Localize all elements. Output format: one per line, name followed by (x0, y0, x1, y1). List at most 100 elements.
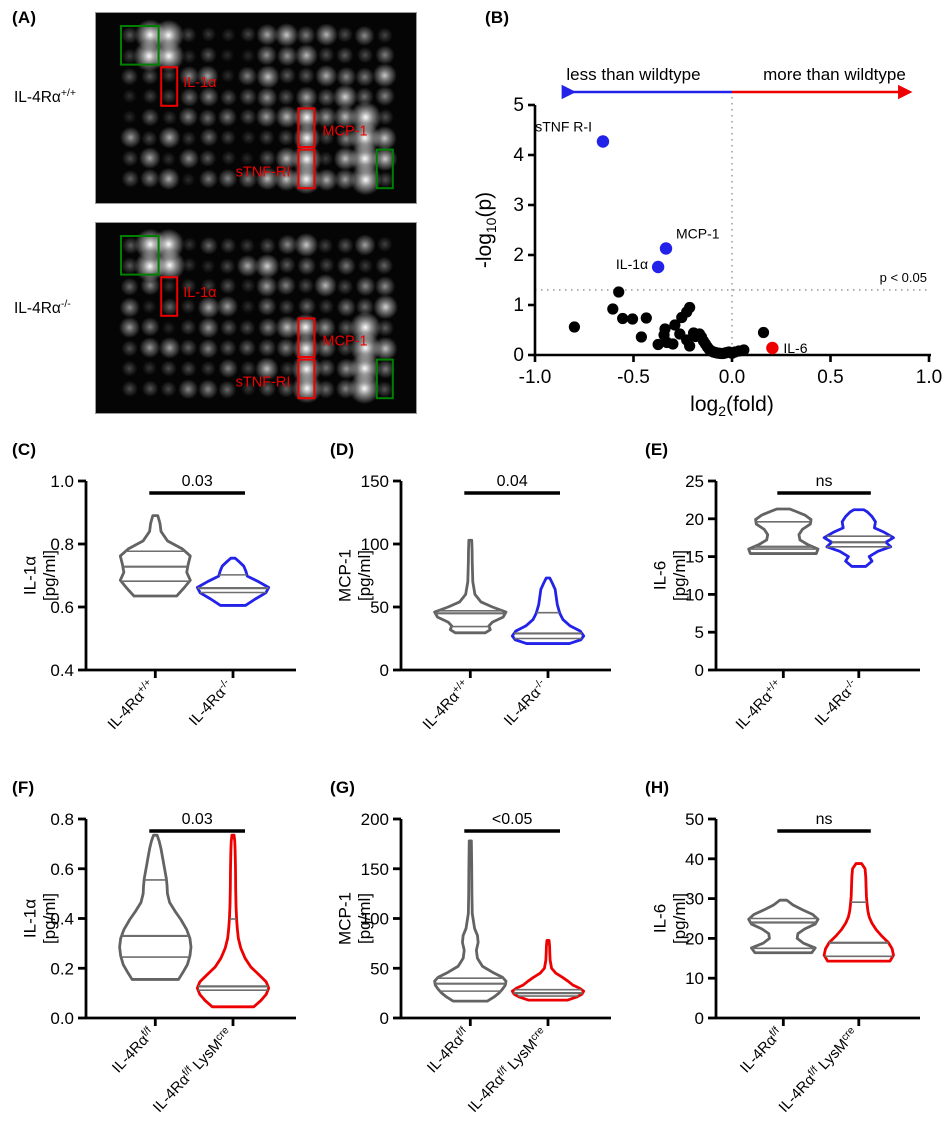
blot-annotation-mcp1: MCP-1 (322, 333, 367, 349)
violin-shape (510, 576, 586, 645)
volcano-y-tick-label: 5 (513, 95, 524, 116)
volcano-data-point (568, 321, 580, 333)
violin-category-label: IL-4Rα-/- (811, 676, 862, 729)
volcano-x-axis-title: log2(fold) (690, 393, 774, 419)
violin-y-tick-label: 200 (361, 810, 389, 829)
volcano-data-point (667, 338, 679, 350)
violin-y-tick-label: 5 (695, 623, 704, 642)
violin-shape (822, 862, 895, 963)
il1a-box (160, 276, 179, 317)
significance-label: 0.04 (497, 473, 528, 490)
more-than-wildtype-label: more than wildtype (763, 65, 906, 84)
violin-y-tick-label: 10 (685, 969, 704, 988)
violin-y-tick-label: 0.8 (50, 535, 74, 554)
violin-y-tick-label: 50 (370, 959, 389, 978)
panel-h-label: (H) (645, 778, 670, 797)
violin-shape (433, 839, 508, 1003)
violin-y-tick-label: 150 (361, 472, 389, 491)
panel-e-label: (E) (645, 440, 669, 459)
volcano-point-label: IL-6 (783, 340, 807, 356)
panel-c-label: (C) (12, 440, 37, 459)
volcano-data-point (613, 286, 625, 298)
volcano-y-tick-label: 0 (513, 345, 524, 366)
violin-y-tick-label: 0 (380, 661, 389, 680)
stnfri-box (297, 148, 316, 190)
volcano-data-point (617, 312, 629, 325)
violin-y-tick-label: 25 (685, 472, 704, 491)
violin-y-tick-label: 0 (695, 661, 704, 680)
violin-category-label: IL-4Rαf/f LysMcre (464, 1024, 551, 1115)
volcano-data-point (757, 326, 770, 339)
violin-y-tick-label: 0.4 (50, 661, 74, 680)
blot-row-label-wildtype-sup: +/+ (60, 87, 77, 99)
violin-category-label: IL-4Rα-/- (500, 676, 551, 729)
violin-y-axis-title: MCP-1[pg/ml] (335, 892, 374, 945)
volcano-x-tick-label: 1.0 (916, 367, 942, 388)
volcano-data-point (607, 303, 619, 315)
violin-y-tick-label: 50 (685, 810, 704, 829)
volcano-highlighted-point (766, 341, 779, 355)
volcano-data-point (626, 313, 639, 325)
volcano-plot-panel: less than wildtype more than wildtype p < … (472, 0, 944, 430)
volcano-x-tick-label: 0.0 (719, 367, 745, 388)
blot-row-label-knockout-sup: -/- (60, 298, 71, 310)
violin-y-tick-label: 0.6 (50, 598, 74, 617)
cytokine-array-blot-wildtype: IL-1α MCP-1 sTNF-RI (95, 12, 417, 204)
volcano-highlighted-point (659, 242, 673, 255)
volcano-data-point (684, 301, 696, 314)
violin-y-tick-label: 20 (685, 510, 704, 529)
violin-y-axis-title: MCP-1[pg/ml] (335, 549, 374, 602)
violin-category-label: IL-4Rα+/+ (104, 676, 158, 733)
violin-y-axis-title: IL-6[pg/ml] (650, 893, 689, 944)
volcano-y-tick-label: 4 (513, 145, 524, 166)
violin-shape (195, 556, 271, 607)
volcano-highlighted-point (651, 260, 665, 274)
panel-g-label: (G) (330, 778, 356, 797)
volcano-point-label: IL-1α (616, 256, 648, 272)
violin-y-tick-label: 1.0 (50, 472, 74, 491)
violin-panel-g: 0 50 100 150 200 MCP-1[pg/ml] <0.05 IL-4Rαf/f IL… (315, 793, 635, 1123)
reference-box-top-left (120, 235, 160, 276)
blot-row-label-knockout: IL-4Rα-/- (14, 298, 71, 318)
violin-category-label: IL-4Rαf/f LysMcre (775, 1024, 862, 1115)
blot-annotation-il1a: IL-1α (183, 75, 216, 91)
reference-box-bottom-right (375, 358, 394, 400)
violin-shape (433, 538, 508, 635)
panel-f-label: (F) (12, 778, 35, 797)
blot-row-label-knockout-text: IL-4Rα (14, 300, 61, 318)
violin-y-tick-label: 20 (685, 929, 704, 948)
violin-category-label: IL-4Rαf/f (736, 1024, 786, 1076)
blot-annotation-il1a: IL-1α (183, 285, 216, 301)
violin-y-axis-title: IL-6[pg/ml] (650, 550, 689, 601)
volcano-data-point (738, 344, 750, 356)
violin-y-tick-label: 40 (685, 850, 704, 869)
violin-y-tick-label: 0.2 (50, 959, 74, 978)
reference-box-bottom-right (375, 148, 394, 190)
violin-category-label: IL-4Rα+/+ (732, 676, 786, 733)
volcano-data-point (652, 338, 664, 351)
stnfri-box (297, 358, 316, 400)
violin-shape (118, 833, 193, 981)
violin-shape (822, 508, 895, 568)
mcp1-box (297, 107, 316, 148)
il1a-box (160, 66, 179, 107)
violin-panel-h: 0 10 20 30 40 50 IL-6[pg/ml] ns IL-4Rαf/f IL-4Rαf… (630, 793, 944, 1123)
volcano-y-axis-title: -log10(p) (473, 192, 499, 268)
violin-category-label: IL-4Rαf/f (108, 1024, 158, 1076)
violin-panel-d: 0 50 100 150 MCP-1[pg/ml] 0.04 IL-4Rα+/+ IL-4Rα… (315, 455, 635, 775)
violin-y-tick-label: 100 (361, 910, 389, 929)
violin-y-tick-label: 0.8 (50, 810, 74, 829)
violin-shape (118, 514, 192, 598)
volcano-data-point (640, 312, 652, 324)
volcano-data-point (684, 340, 696, 352)
volcano-x-tick-label: 0.5 (817, 367, 843, 388)
volcano-y-tick-label: 2 (513, 245, 524, 266)
significance-label: <0.05 (492, 811, 533, 828)
violin-y-tick-label: 50 (370, 598, 389, 617)
panel-b-label: (B) (485, 8, 510, 27)
violin-y-tick-label: 0.6 (50, 860, 74, 879)
cytokine-array-blot-knockout: IL-1α MCP-1 sTNF-RI (95, 222, 417, 414)
violin-shape (747, 507, 820, 555)
volcano-y-tick-label: 3 (513, 195, 524, 216)
volcano-x-tick-label: -0.5 (617, 367, 650, 388)
